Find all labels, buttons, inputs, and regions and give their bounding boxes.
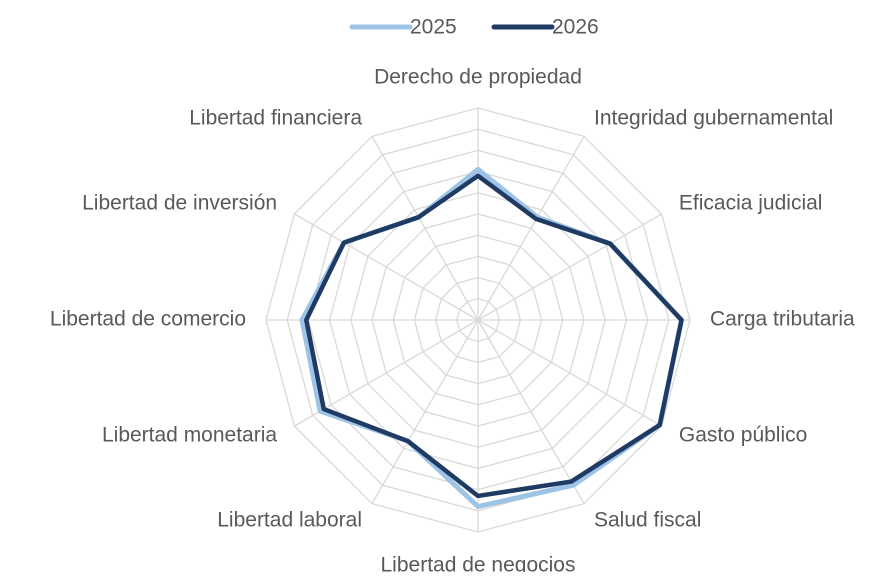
category-label: Gasto público [679, 424, 807, 447]
legend-label: 2025 [410, 16, 457, 39]
category-label: Libertad de negocios [381, 554, 576, 572]
category-label: Libertad de inversión [82, 192, 277, 215]
spoke [294, 213, 479, 321]
category-label: Derecho de propiedad [374, 66, 582, 89]
category-label: Salud fiscal [594, 508, 701, 531]
spoke [477, 213, 662, 321]
spoke [371, 319, 479, 504]
category-label: Libertad financiera [189, 107, 362, 130]
spoke [371, 136, 479, 321]
category-label: Eficacia judicial [679, 192, 823, 215]
spoke [477, 319, 662, 427]
series-line [304, 173, 684, 499]
spoke [477, 319, 585, 504]
category-label: Integridad gubernamental [594, 107, 833, 130]
category-label: Libertad monetaria [102, 424, 277, 447]
series-line [299, 166, 685, 510]
legend-label: 2026 [552, 16, 599, 39]
category-label: Libertad laboral [217, 508, 362, 531]
category-label: Carga tributaria [710, 308, 855, 331]
category-label: Libertad de comercio [50, 308, 246, 331]
spoke [477, 136, 585, 321]
